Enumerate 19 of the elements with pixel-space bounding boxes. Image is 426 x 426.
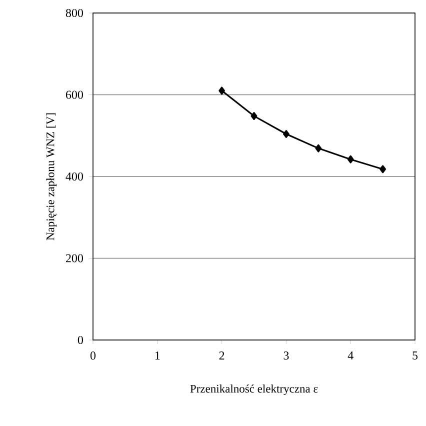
y-tick-label: 200 xyxy=(66,254,83,262)
y-tick-label: 600 xyxy=(66,90,83,99)
y-axis-title: Napięcie zapłonu WNZ [V] xyxy=(46,113,57,240)
point xyxy=(315,144,322,152)
y-tick-label: 400 xyxy=(66,172,83,181)
point xyxy=(380,165,386,174)
x-tick-label: 3 xyxy=(284,352,289,360)
x-tick-label: 2 xyxy=(219,352,224,360)
x-tick-label: 0 xyxy=(90,352,96,360)
point xyxy=(283,130,290,138)
point xyxy=(347,155,354,164)
x-tick-label: 5 xyxy=(412,352,418,360)
point xyxy=(218,86,225,95)
x-tick-label: 4 xyxy=(348,352,354,360)
x-axis-title: Przenikalność elektryczna ε xyxy=(190,384,318,395)
x-tick-label: 1 xyxy=(155,352,160,360)
y-tick-label: 800 xyxy=(66,8,83,18)
point xyxy=(250,112,258,120)
y-tick-label: 0 xyxy=(78,336,83,344)
